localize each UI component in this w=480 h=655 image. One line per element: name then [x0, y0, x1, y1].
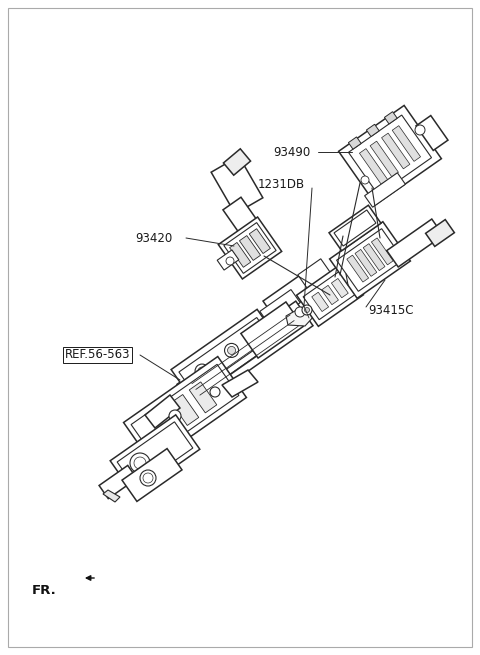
Circle shape [295, 307, 305, 317]
Polygon shape [286, 307, 315, 326]
Polygon shape [249, 229, 270, 253]
Polygon shape [336, 229, 403, 291]
Polygon shape [145, 395, 180, 428]
Circle shape [226, 257, 234, 265]
Text: REF.56-563: REF.56-563 [65, 348, 131, 362]
Text: FR.: FR. [32, 584, 57, 597]
Polygon shape [177, 301, 313, 409]
Polygon shape [217, 250, 239, 270]
Polygon shape [382, 133, 410, 169]
Polygon shape [229, 242, 251, 267]
Polygon shape [329, 205, 381, 251]
Polygon shape [171, 309, 279, 401]
Circle shape [228, 346, 236, 354]
Polygon shape [366, 124, 379, 137]
Polygon shape [372, 238, 393, 265]
Polygon shape [110, 415, 200, 495]
Polygon shape [223, 149, 251, 175]
Polygon shape [348, 115, 432, 195]
Polygon shape [384, 111, 397, 124]
Polygon shape [347, 255, 369, 282]
Polygon shape [298, 259, 332, 291]
Polygon shape [131, 364, 239, 456]
Text: 93420: 93420 [135, 231, 172, 244]
Polygon shape [360, 149, 388, 184]
Polygon shape [122, 449, 182, 502]
Circle shape [169, 410, 181, 422]
Polygon shape [224, 223, 276, 273]
Polygon shape [117, 422, 193, 488]
Polygon shape [218, 217, 282, 279]
Polygon shape [260, 290, 300, 324]
Circle shape [225, 343, 239, 358]
Circle shape [130, 453, 150, 473]
Polygon shape [211, 156, 263, 214]
Circle shape [134, 457, 146, 469]
Polygon shape [363, 244, 385, 271]
Polygon shape [123, 356, 246, 464]
Circle shape [198, 367, 206, 375]
Circle shape [361, 176, 369, 184]
Polygon shape [331, 278, 348, 298]
Polygon shape [189, 382, 217, 413]
Polygon shape [297, 264, 363, 326]
Circle shape [140, 470, 156, 486]
Polygon shape [99, 466, 137, 498]
Polygon shape [426, 219, 455, 246]
Polygon shape [392, 126, 420, 161]
Polygon shape [179, 318, 271, 392]
Polygon shape [416, 115, 448, 151]
Polygon shape [355, 250, 377, 276]
Polygon shape [263, 261, 333, 319]
Polygon shape [222, 370, 258, 397]
Polygon shape [240, 236, 261, 261]
Polygon shape [322, 286, 338, 305]
Circle shape [302, 305, 312, 315]
Circle shape [210, 387, 220, 397]
Polygon shape [338, 105, 442, 204]
Text: 93490: 93490 [273, 145, 310, 159]
Polygon shape [330, 221, 410, 298]
Polygon shape [387, 219, 443, 267]
Text: 93415C: 93415C [368, 303, 413, 316]
Circle shape [304, 307, 310, 312]
Circle shape [415, 125, 425, 135]
Circle shape [195, 364, 209, 378]
Text: 1231DB: 1231DB [258, 179, 305, 191]
Polygon shape [348, 137, 361, 149]
Polygon shape [365, 173, 406, 207]
Polygon shape [312, 292, 329, 312]
Polygon shape [241, 302, 303, 358]
Polygon shape [223, 197, 257, 233]
Polygon shape [103, 490, 120, 502]
Polygon shape [370, 141, 398, 177]
Polygon shape [171, 394, 199, 426]
Polygon shape [303, 271, 357, 320]
Polygon shape [334, 210, 376, 246]
Polygon shape [153, 407, 181, 438]
Circle shape [143, 473, 153, 483]
